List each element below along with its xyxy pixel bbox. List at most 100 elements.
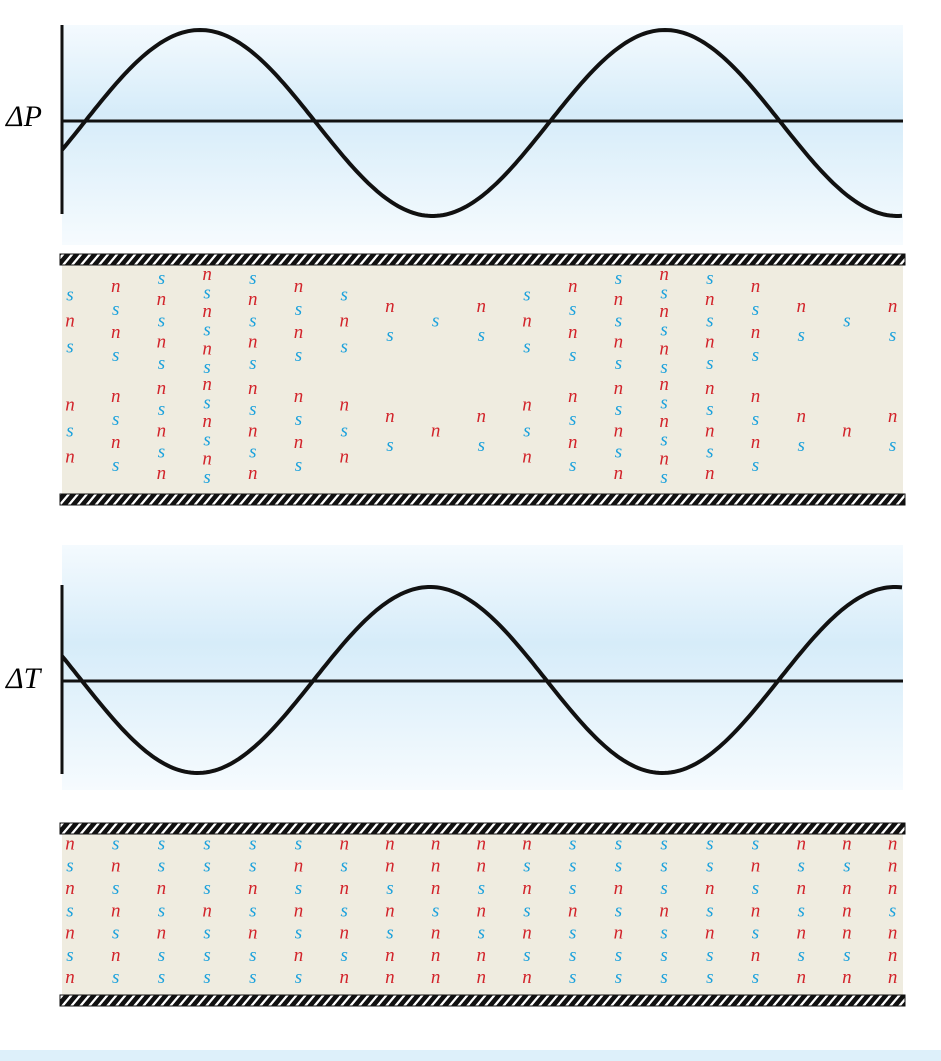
- particle-letter: s: [295, 299, 302, 320]
- particle-letter: s: [706, 442, 713, 463]
- particle-letter: s: [615, 399, 622, 420]
- particle-letter: n: [614, 878, 624, 899]
- particle-letter: s: [569, 455, 576, 476]
- particle-letter: s: [340, 856, 347, 877]
- particle-letter: n: [202, 301, 212, 322]
- particle-letter: n: [796, 833, 806, 854]
- particle-letter: s: [706, 353, 713, 374]
- particle-letter: n: [842, 878, 852, 899]
- particle-letter: n: [431, 833, 441, 854]
- particle-letter: s: [295, 967, 302, 988]
- particle-letter: n: [339, 310, 349, 331]
- particle-letter: n: [477, 406, 487, 427]
- particle-letter: n: [431, 967, 441, 988]
- particle-letter: s: [569, 856, 576, 877]
- particle-letter: s: [706, 833, 713, 854]
- particle-letter: n: [202, 338, 212, 359]
- particle-letter: n: [111, 900, 121, 921]
- particle-letter: n: [248, 463, 258, 484]
- particle-letter: s: [249, 310, 256, 331]
- particle-letter: n: [477, 856, 487, 877]
- particle-letter: s: [660, 467, 667, 488]
- particle-letter: n: [888, 945, 898, 966]
- particle-letter: s: [158, 900, 165, 921]
- particle-letter: n: [248, 420, 258, 441]
- particle-letter: s: [112, 967, 119, 988]
- particle-letter: n: [888, 856, 898, 877]
- particle-letter: n: [888, 967, 898, 988]
- particle-letter: n: [339, 394, 349, 415]
- particle-letter: n: [888, 833, 898, 854]
- particle-letter: s: [112, 455, 119, 476]
- particle-letter: n: [431, 878, 441, 899]
- particle-letter: s: [569, 833, 576, 854]
- particle-letter: s: [203, 282, 210, 303]
- particle-letter: n: [614, 420, 624, 441]
- particle-letter: s: [295, 878, 302, 899]
- particle-letter: n: [431, 923, 441, 944]
- tube-interior: [62, 832, 903, 998]
- particle-letter: n: [522, 878, 532, 899]
- particle-letter: s: [523, 856, 530, 877]
- particle-letter: n: [705, 923, 715, 944]
- particle-letter: s: [158, 353, 165, 374]
- particle-letter: s: [660, 833, 667, 854]
- particle-letter: s: [660, 945, 667, 966]
- particle-letter: s: [249, 945, 256, 966]
- particle-letter: n: [614, 332, 624, 353]
- particle-letter: n: [522, 394, 532, 415]
- particle-letter: s: [706, 967, 713, 988]
- particle-letter: s: [660, 320, 667, 341]
- particle-letter: n: [111, 856, 121, 877]
- particle-letter: s: [432, 310, 439, 331]
- tube-wall: [59, 253, 906, 266]
- particle-letter: s: [706, 268, 713, 289]
- particle-letter: n: [477, 833, 487, 854]
- particle-letter: s: [843, 856, 850, 877]
- particle-letter: n: [568, 900, 578, 921]
- particle-letter: s: [112, 833, 119, 854]
- particle-letter: s: [569, 299, 576, 320]
- particle-letter: s: [752, 923, 759, 944]
- particle-letter: s: [752, 345, 759, 366]
- particle-letter: s: [615, 442, 622, 463]
- particle-letter: s: [432, 900, 439, 921]
- particle-letter: s: [158, 268, 165, 289]
- particle-letter: s: [295, 409, 302, 430]
- particle-letter: s: [523, 900, 530, 921]
- particle-letter: n: [888, 296, 898, 317]
- particle-letter: n: [157, 420, 167, 441]
- particle-letter: n: [614, 378, 624, 399]
- particle-letter: s: [158, 856, 165, 877]
- particle-letter: n: [294, 856, 304, 877]
- particle-letter: n: [659, 264, 669, 285]
- particle-letter: s: [660, 967, 667, 988]
- particle-letter: s: [569, 967, 576, 988]
- temperature-wave: [60, 585, 903, 776]
- particle-letter: n: [431, 945, 441, 966]
- particle-letter: s: [706, 310, 713, 331]
- particle-letter: n: [339, 878, 349, 899]
- particle-letter: s: [478, 435, 485, 456]
- particle-letter: s: [203, 833, 210, 854]
- particle-letter: s: [340, 284, 347, 305]
- particle-letter: n: [431, 856, 441, 877]
- particle-letter: n: [522, 310, 532, 331]
- particle-letter: n: [477, 296, 487, 317]
- particle-letter: n: [522, 833, 532, 854]
- particle-letter: n: [477, 900, 487, 921]
- particle-letter: s: [752, 455, 759, 476]
- particle-letter: n: [157, 878, 167, 899]
- particle-letter: n: [248, 289, 258, 310]
- particle-letter: n: [751, 432, 761, 453]
- particle-letter: s: [523, 284, 530, 305]
- particle-letter: n: [568, 386, 578, 407]
- particle-letter: s: [706, 399, 713, 420]
- particle-letter: s: [158, 310, 165, 331]
- particle-letter: n: [842, 923, 852, 944]
- particle-letter: n: [157, 289, 167, 310]
- particle-letter: s: [66, 284, 73, 305]
- particle-letter: s: [340, 900, 347, 921]
- particle-letter: s: [752, 967, 759, 988]
